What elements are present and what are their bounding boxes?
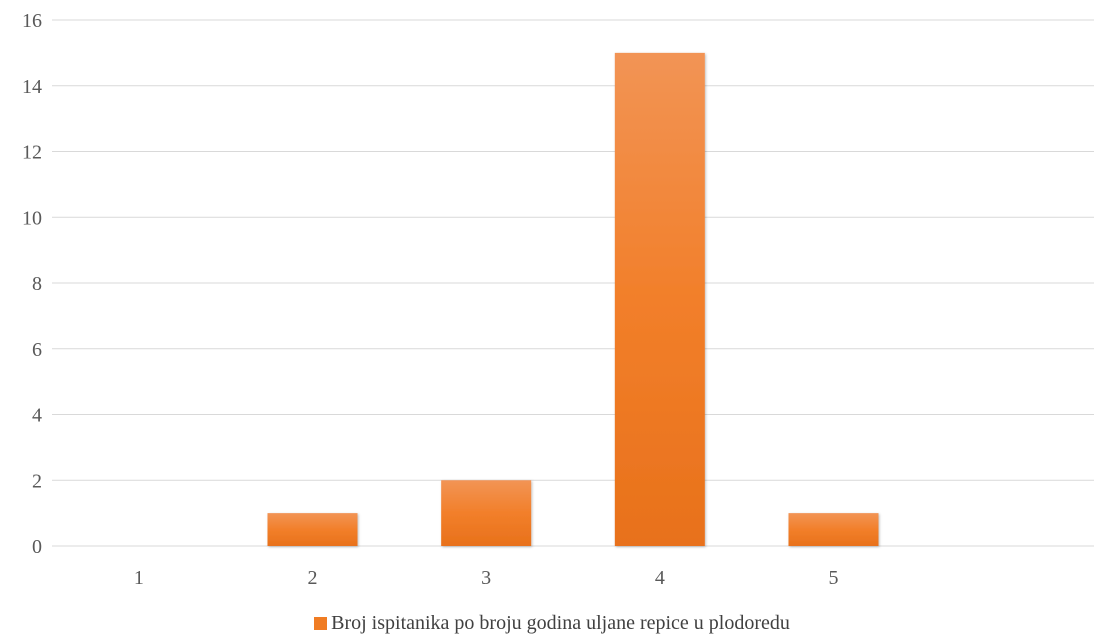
x-axis-tick-labels: 1 2 3 4 5 xyxy=(134,567,839,589)
x-tick-label: 2 xyxy=(308,567,318,589)
y-tick-label: 0 xyxy=(32,536,42,558)
x-tick-label: 3 xyxy=(481,567,491,589)
y-tick-label: 14 xyxy=(22,76,42,98)
bar-3 xyxy=(441,480,532,546)
y-tick-label: 2 xyxy=(32,470,42,492)
y-tick-label: 10 xyxy=(22,207,42,229)
bar-4 xyxy=(614,52,705,546)
legend-swatch xyxy=(314,617,328,630)
y-tick-label: 8 xyxy=(32,273,42,295)
bars xyxy=(267,52,879,546)
y-axis-tick-labels: 0 2 4 6 8 10 12 14 16 xyxy=(22,10,42,558)
bar-5 xyxy=(788,513,879,546)
y-tick-label: 12 xyxy=(22,142,42,164)
legend-label: Broj ispitanika po broju godina uljane r… xyxy=(331,612,790,634)
gridlines xyxy=(52,19,1094,547)
legend: Broj ispitanika po broju godina uljane r… xyxy=(0,612,1104,635)
y-tick-label: 6 xyxy=(32,339,42,361)
bar-2 xyxy=(267,513,358,546)
y-tick-label: 16 xyxy=(22,10,42,32)
x-tick-label: 1 xyxy=(134,567,144,589)
x-tick-label: 5 xyxy=(829,567,839,589)
y-tick-label: 4 xyxy=(32,405,42,427)
x-tick-label: 4 xyxy=(655,567,665,589)
